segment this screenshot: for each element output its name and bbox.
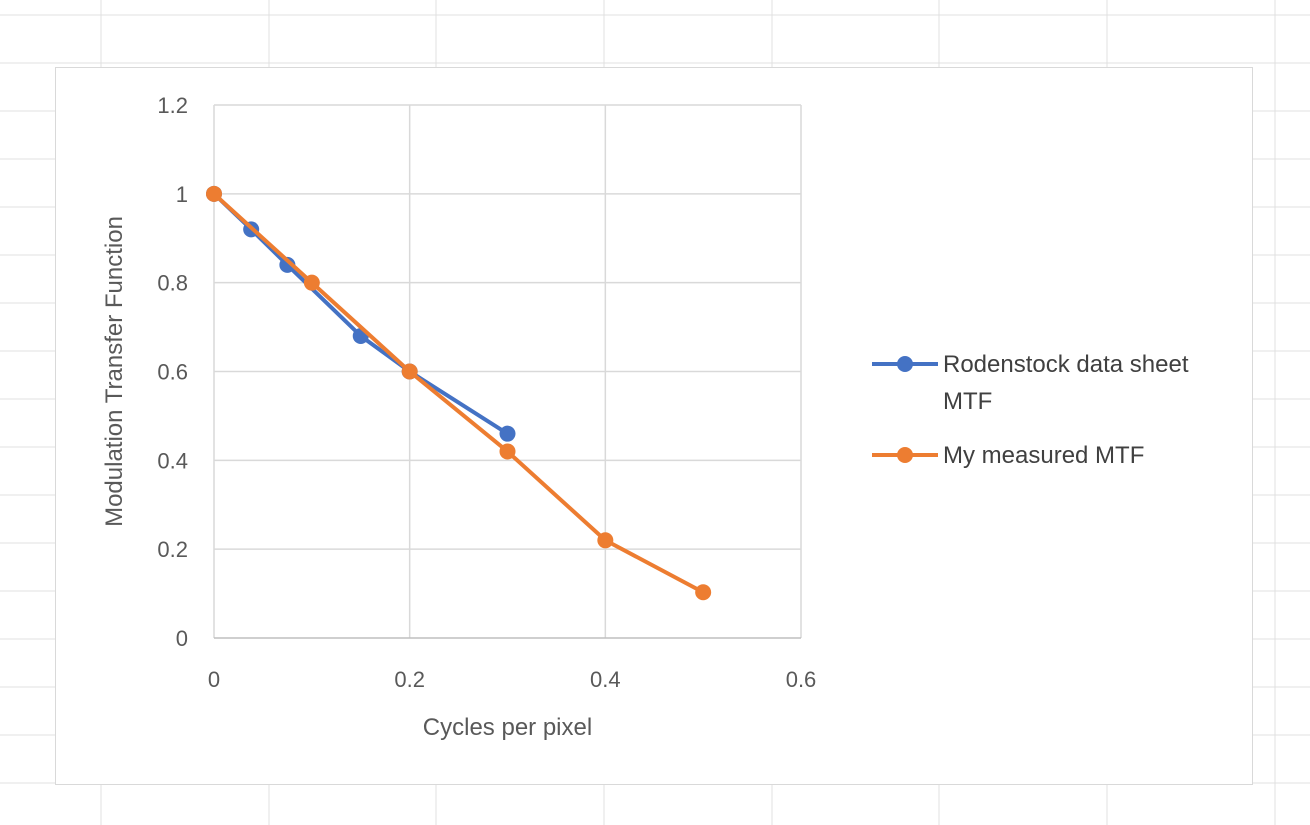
series-line	[212, 192, 705, 595]
data-point	[597, 532, 614, 549]
y-axis-title: Modulation Transfer Function	[101, 216, 128, 527]
x-tick-label: 0.6	[786, 667, 817, 692]
y-tick-label: 1.2	[157, 93, 188, 118]
y-tick-label: 1	[176, 182, 188, 207]
data-point	[279, 256, 296, 273]
y-tick-label: 0.6	[157, 360, 188, 385]
series-layer	[206, 185, 712, 601]
x-axis-title: Cycles per pixel	[423, 714, 592, 741]
legend-label: Rodenstock data sheet	[943, 351, 1189, 378]
legend[interactable]: Rodenstock data sheet MTF My measured MTF	[872, 351, 1189, 469]
data-point	[695, 584, 712, 601]
legend-swatch-marker	[897, 447, 913, 463]
data-point	[401, 363, 418, 380]
data-point	[206, 185, 222, 202]
y-tick-label: 0	[176, 626, 188, 651]
y-tick-label: 0.4	[157, 448, 188, 473]
data-point	[499, 443, 516, 460]
x-tick-labels: 0 0.2 0.4 0.6	[208, 667, 816, 692]
x-tick-label: 0	[208, 667, 220, 692]
x-tick-label: 0.4	[590, 667, 621, 692]
data-point	[303, 274, 320, 291]
legend-item[interactable]: My measured MTF	[872, 442, 1144, 469]
series-1	[206, 185, 516, 442]
chart-svg: 0 0.2 0.4 0.6 0 0.2 0.4 0.6 0.8 1 1.2 Cycles per …	[101, 93, 1189, 741]
x-tick-label: 0.2	[394, 667, 425, 692]
series-2	[206, 185, 712, 601]
legend-swatch-marker	[897, 356, 913, 372]
legend-item[interactable]: Rodenstock data sheet MTF	[872, 351, 1189, 415]
data-point	[499, 425, 516, 442]
y-tick-label: 0.8	[157, 271, 188, 296]
legend-label: MTF	[943, 388, 992, 415]
gridlines	[214, 104, 802, 638]
y-tick-labels: 0 0.2 0.4 0.6 0.8 1 1.2	[157, 93, 188, 651]
y-tick-label: 0.2	[157, 537, 188, 562]
legend-label: My measured MTF	[943, 442, 1144, 469]
chart-area[interactable]: 0 0.2 0.4 0.6 0 0.2 0.4 0.6 0.8 1 1.2 Cycles per …	[55, 67, 1253, 785]
